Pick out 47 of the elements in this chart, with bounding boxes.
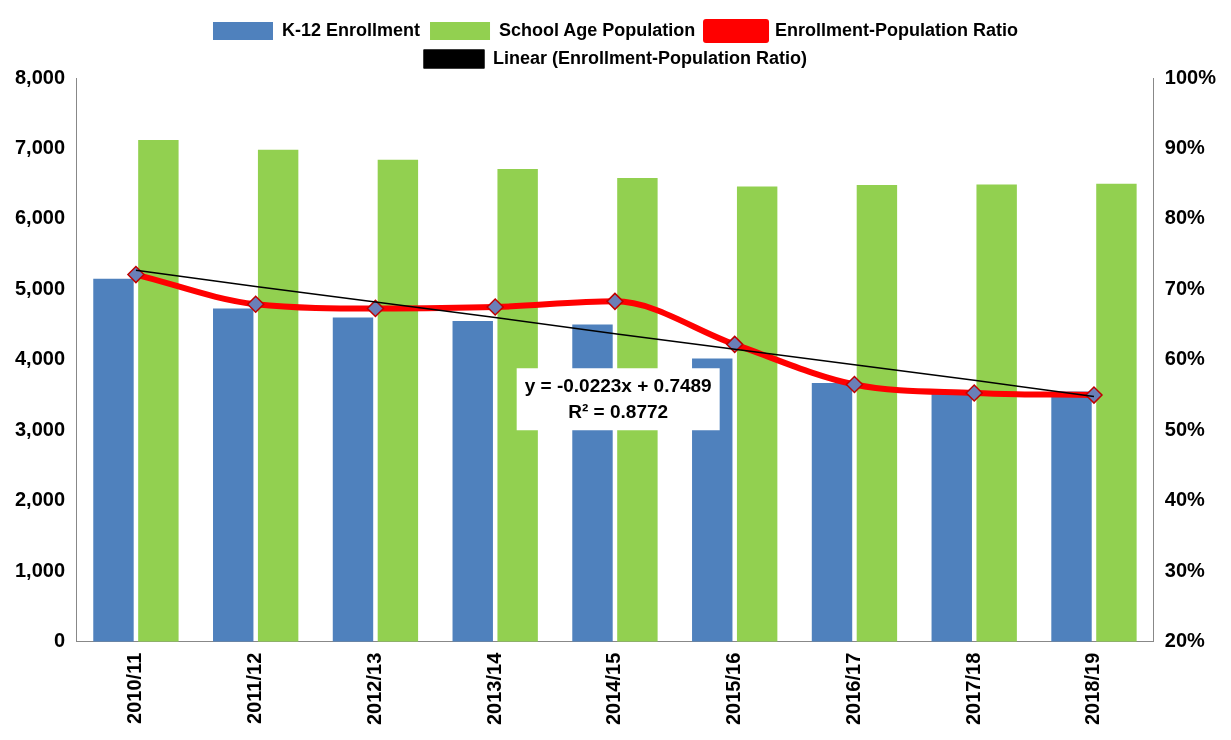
legend-label: School Age Population (499, 19, 696, 40)
y2-tick-label: 80% (1164, 206, 1206, 229)
y2-tick-label: 30% (1164, 558, 1206, 581)
y2-tick-label: 90% (1164, 135, 1206, 158)
bar (811, 383, 853, 642)
y-tick-label: 3,000 (14, 417, 66, 440)
bar (332, 317, 374, 642)
y2-tick-label: 40% (1164, 488, 1206, 511)
x-tick-label: 2011/12 (243, 652, 266, 724)
annotation: y = -0.0223x + 0.7489 (524, 374, 712, 396)
y2-tick-label: 100% (1164, 65, 1217, 88)
x-tick-label: 2018/19 (1081, 652, 1104, 725)
bar (257, 149, 299, 642)
x-tick-label: 2017/18 (961, 652, 984, 725)
y-tick-label: 5,000 (14, 276, 66, 299)
y-tick-label: 6,000 (14, 206, 66, 229)
legend-label: Linear (Enrollment-Population Ratio) (493, 47, 807, 68)
bar (452, 321, 493, 642)
bar (377, 159, 419, 642)
x-tick-label: 2010/11 (123, 652, 146, 724)
y-tick-label: 4,000 (14, 347, 66, 370)
bar (976, 184, 1017, 642)
y2-tick-label: 70% (1164, 276, 1206, 299)
x-tick-label: 2014/15 (602, 652, 625, 725)
bar (736, 186, 778, 642)
legend-label: K-12 Enrollment (281, 19, 421, 40)
y-tick-label: 1,000 (14, 558, 66, 581)
x-tick-label: 2012/13 (362, 652, 385, 725)
annotation: R² = 0.8772 (568, 400, 669, 422)
y-tick-label: 2,000 (14, 488, 66, 511)
y-tick-label: 7,000 (14, 135, 66, 158)
legend-label: Enrollment-Population Ratio (775, 19, 1019, 40)
x-tick-label: 2015/16 (722, 652, 745, 725)
y2-tick-label: 20% (1164, 629, 1206, 652)
bar (856, 185, 898, 642)
bar (93, 278, 134, 642)
x-tick-label: 2013/14 (482, 651, 505, 725)
bar (213, 308, 254, 642)
y2-tick-label: 50% (1164, 417, 1206, 440)
x-tick-label: 2016/17 (841, 652, 864, 725)
bar (931, 392, 972, 642)
bar (1096, 183, 1137, 642)
y2-tick-label: 60% (1164, 347, 1206, 370)
bar (138, 140, 179, 642)
bar (497, 168, 538, 642)
y-tick-label: 0 (53, 629, 66, 652)
y-tick-label: 8,000 (14, 65, 66, 88)
